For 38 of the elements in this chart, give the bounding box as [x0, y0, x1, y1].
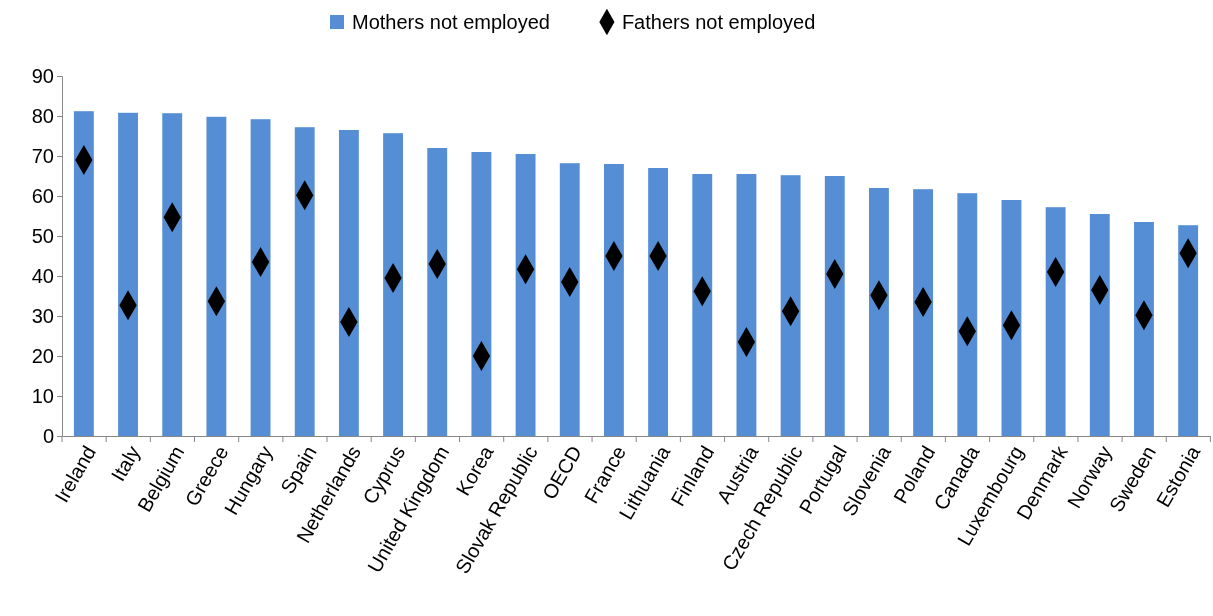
- bar: [603, 164, 624, 436]
- y-tick-label: 60: [31, 184, 54, 207]
- bar: [118, 112, 138, 436]
- bar: [824, 176, 845, 436]
- y-tick-label: 90: [31, 64, 54, 87]
- y-tick-label: 10: [31, 384, 54, 407]
- bar: [869, 188, 889, 436]
- bar: [162, 113, 183, 436]
- legend-label: Mothers not employed: [352, 11, 550, 33]
- bar: [73, 111, 94, 436]
- y-tick-label: 20: [31, 344, 54, 367]
- legend-label: Fathers not employed: [621, 11, 816, 33]
- bar: [1178, 225, 1199, 436]
- y-tick-label: 80: [31, 104, 54, 127]
- bar: [559, 163, 580, 436]
- bar: [250, 119, 271, 436]
- bar: [1045, 207, 1066, 436]
- bar: [1089, 214, 1110, 436]
- bar: [471, 152, 492, 436]
- bar: [957, 193, 978, 436]
- bar: [338, 130, 359, 436]
- bar: [648, 168, 669, 436]
- y-tick-label: 70: [31, 144, 54, 167]
- bar: [1134, 222, 1154, 436]
- bar: [692, 174, 713, 436]
- bar: [736, 174, 757, 436]
- bar: [206, 116, 227, 436]
- bar: [427, 148, 448, 436]
- bar: [913, 189, 934, 436]
- y-tick-label: 0: [42, 424, 54, 447]
- bar: [515, 154, 536, 436]
- bar: [294, 127, 315, 436]
- y-tick-label: 30: [31, 304, 54, 327]
- bar: [383, 133, 403, 436]
- bar: [780, 175, 801, 436]
- bar: [1001, 200, 1022, 436]
- y-tick-label: 50: [31, 224, 54, 247]
- y-tick-label: 40: [31, 264, 54, 287]
